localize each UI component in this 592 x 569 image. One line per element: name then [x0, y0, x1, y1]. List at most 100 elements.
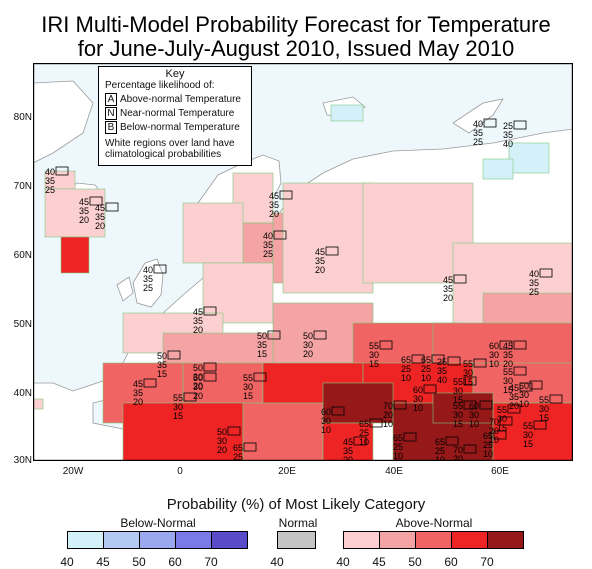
lon-label-20e: 20E — [278, 466, 296, 477]
probability-value: 15 — [157, 369, 167, 379]
probability-value: 10 — [383, 419, 393, 429]
probability-value: 45 — [509, 383, 519, 393]
lon-label-60e: 60E — [491, 466, 509, 477]
probability-value: 30 — [413, 394, 423, 404]
probability-value: 15 — [369, 359, 379, 369]
legend-value-label: 60 — [444, 555, 458, 569]
map-title-line1: IRI Multi-Model Probability Forecast for… — [41, 12, 551, 37]
probability-value: 35 — [133, 388, 143, 398]
legend-title: Probability (%) of Most Likely Category — [166, 496, 426, 513]
probability-value: 30 — [243, 382, 253, 392]
probability-value: 10 — [393, 451, 403, 461]
probability-value: 30 — [523, 430, 533, 440]
probability-value: 10 — [489, 359, 499, 369]
probability-value: 35 — [315, 256, 325, 266]
forecast-cell — [330, 104, 364, 122]
probability-value: 25 — [435, 446, 445, 456]
probability-value: 25 — [421, 364, 431, 374]
probability-value: 25 — [401, 364, 411, 374]
dominant-category-box — [411, 354, 425, 364]
probability-value: 30 — [463, 368, 473, 378]
dominant-category-box — [539, 268, 553, 278]
lon-label-20w: 20W — [62, 466, 84, 477]
probability-value: 25 — [473, 137, 483, 147]
probability-value: 20 — [315, 265, 325, 275]
dominant-category-box — [513, 340, 527, 350]
forecast-cell — [182, 202, 244, 264]
dominant-category-box — [463, 444, 477, 454]
probability-value: 30 — [453, 386, 463, 396]
probability-value: 55 — [453, 401, 463, 411]
dominant-category-box — [313, 330, 327, 340]
probability-value: 60 — [469, 401, 479, 411]
probability-value: 40 — [473, 119, 483, 129]
dominant-category-box — [267, 330, 281, 340]
dominant-category-box — [89, 196, 103, 206]
probability-value: 45 — [193, 307, 203, 317]
probability-value: 30 — [321, 416, 331, 426]
map-title-line2: for June-July-August 2010, Issued May 20… — [77, 36, 515, 61]
legend-swatch — [277, 531, 316, 549]
legend-value-label: 40 — [270, 555, 284, 569]
probability-value: 15 — [497, 423, 507, 433]
key-entry-above: A Above-normal Temperature — [105, 93, 251, 106]
legend-value-label: 40 — [60, 555, 74, 569]
probability-value: 15 — [539, 413, 549, 423]
probability-value: 30 — [503, 376, 513, 386]
forecast-cell — [482, 158, 514, 180]
forecast-cell — [242, 402, 324, 461]
dominant-category-box — [183, 392, 197, 402]
legend-value-label: 60 — [168, 555, 182, 569]
dominant-category-box — [353, 436, 367, 446]
probability-value: 25 — [263, 249, 273, 259]
legend-value-label: 50 — [132, 555, 146, 569]
probability-value: 60 — [413, 385, 423, 395]
legend-swatch — [415, 531, 452, 549]
probability-value: 15 — [463, 377, 473, 387]
probability-value: 65 — [393, 433, 403, 443]
probability-value: 20 — [95, 221, 105, 231]
forecast-cell — [33, 398, 44, 410]
map-frame — [33, 63, 573, 461]
lat-label-70n: 70N — [13, 181, 32, 192]
legend-swatch — [175, 531, 212, 549]
probability-value: 65 — [401, 355, 411, 365]
probability-value: 35 — [95, 212, 105, 222]
dominant-category-box — [227, 426, 241, 436]
probability-value: 55 — [369, 341, 379, 351]
probability-value: 15 — [503, 385, 513, 395]
probability-value: 60 — [321, 407, 331, 417]
dominant-category-box — [463, 376, 477, 386]
probability-value: 20 — [79, 215, 89, 225]
probability-value: 30 — [193, 382, 203, 392]
legend-value-label: 45 — [372, 555, 386, 569]
probability-value: 30 — [303, 340, 313, 350]
dominant-category-box — [447, 356, 461, 366]
forecast-cells — [33, 104, 573, 461]
legend-swatch — [451, 531, 488, 549]
dominant-category-box — [513, 120, 527, 130]
dominant-category-box — [243, 442, 257, 452]
probability-value: 15 — [243, 391, 253, 401]
legend-value-label: 45 — [96, 555, 110, 569]
